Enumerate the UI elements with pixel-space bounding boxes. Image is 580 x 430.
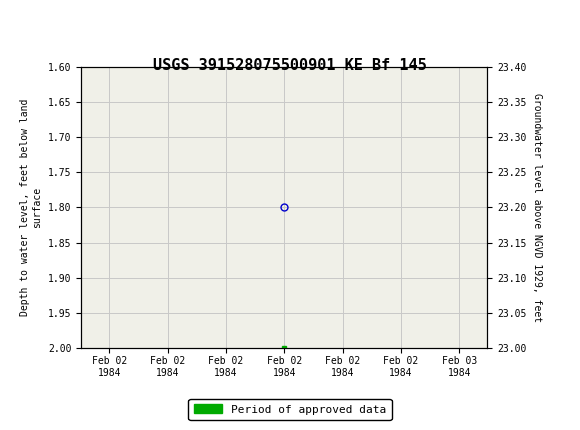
Text: USGS 391528075500901 KE Bf 145: USGS 391528075500901 KE Bf 145 bbox=[153, 58, 427, 73]
Text: ≡USGS: ≡USGS bbox=[6, 14, 71, 31]
Y-axis label: Groundwater level above NGVD 1929, feet: Groundwater level above NGVD 1929, feet bbox=[532, 93, 542, 322]
Text: USGS: USGS bbox=[44, 14, 99, 31]
Legend: Period of approved data: Period of approved data bbox=[188, 399, 392, 420]
Y-axis label: Depth to water level, feet below land
surface: Depth to water level, feet below land su… bbox=[20, 99, 42, 316]
